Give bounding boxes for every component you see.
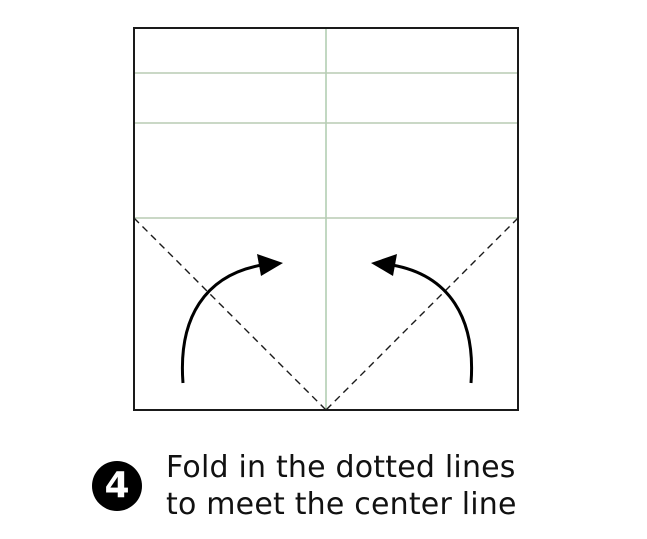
instruction-text: Fold in the dotted lines to meet the cen…	[166, 449, 606, 523]
instruction-line-2: to meet the center line	[166, 487, 517, 522]
step-number: 4	[104, 465, 130, 506]
step-number-badge: 4	[92, 461, 142, 511]
left-dashed-fold-line	[133, 217, 327, 411]
right-dashed-fold-line	[325, 217, 519, 411]
instruction-line-1: Fold in the dotted lines	[166, 450, 516, 485]
paper-square	[133, 27, 519, 411]
right-fold-arrow-icon	[371, 254, 474, 384]
left-fold-arrow-icon	[180, 254, 283, 384]
